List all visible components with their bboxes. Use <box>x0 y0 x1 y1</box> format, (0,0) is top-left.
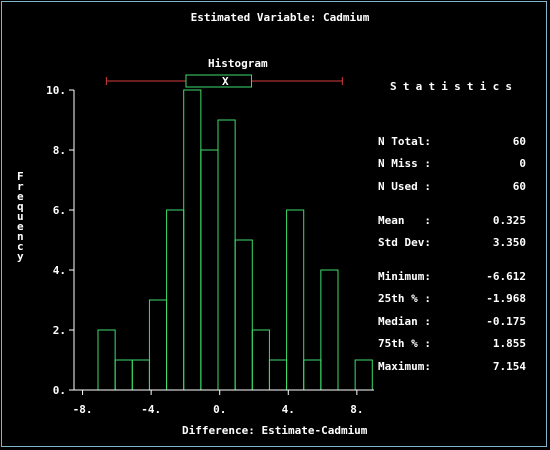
histogram-title: Histogram <box>208 57 268 70</box>
y-axis-label-letter: F <box>17 170 24 183</box>
stat-value: 7.154 <box>492 360 526 373</box>
x-axis-label: Difference: Estimate-Cadmium <box>182 424 368 437</box>
y-axis-label-letter: r <box>17 180 24 193</box>
histogram-bar <box>200 149 219 391</box>
x-tick-label: 4. <box>282 403 295 416</box>
stat-label: N Used : <box>378 180 431 193</box>
stat-label: 25th % : <box>378 292 431 305</box>
histogram-bar <box>320 269 339 391</box>
histogram-bar <box>166 209 185 391</box>
histogram-bar <box>183 89 202 391</box>
y-tick-label: 6. <box>53 204 66 217</box>
statistics-title: Statistics <box>390 80 519 93</box>
histogram-bar <box>303 359 322 391</box>
stat-value: 3.350 <box>492 236 526 249</box>
x-tick-label: -8. <box>73 403 93 416</box>
y-axis-label-letter: e <box>17 190 24 203</box>
stat-label: Std Dev: <box>378 236 431 249</box>
stat-value: -6.612 <box>486 270 526 283</box>
histogram-bar <box>234 239 253 391</box>
stat-label: Mean : <box>378 214 431 227</box>
histogram-bar <box>268 359 288 391</box>
y-tick-label: 0. <box>53 384 66 397</box>
x-tick-label: 0. <box>213 403 226 416</box>
histogram-bar <box>286 209 305 391</box>
y-tick-label: 10. <box>46 84 66 97</box>
stat-value: 0 <box>519 157 526 170</box>
histogram-bar <box>97 329 116 391</box>
y-tick-label: 4. <box>53 264 66 277</box>
boxplot-box <box>185 74 253 88</box>
stat-value: 60 <box>512 135 526 148</box>
histogram-bar <box>251 329 270 391</box>
stat-label: Maximum: <box>378 360 431 373</box>
y-tick-label: 8. <box>53 144 66 157</box>
x-tick-label: -4. <box>141 403 161 416</box>
histogram-bar <box>114 359 133 391</box>
stat-label: Minimum: <box>378 270 431 283</box>
stat-label: Median : <box>378 315 431 328</box>
chart-title: Estimated Variable: Cadmium <box>190 11 370 24</box>
y-axis-label-letter: n <box>17 230 24 243</box>
stat-value: 60 <box>512 180 526 193</box>
histogram-bar <box>354 359 373 391</box>
y-axis-label-letter: y <box>17 250 24 263</box>
y-axis-label-letter: c <box>17 240 24 253</box>
histogram-bar <box>131 359 150 391</box>
stat-value: -0.175 <box>486 315 526 328</box>
y-tick-label: 2. <box>53 324 66 337</box>
histogram-bar <box>148 299 168 391</box>
stat-value: 1.855 <box>492 337 526 350</box>
x-tick-label: 8. <box>350 403 363 416</box>
histogram-bar <box>217 119 236 391</box>
y-axis-label-letter: e <box>17 220 24 233</box>
y-axis-label-letter: u <box>17 210 24 223</box>
boxplot-mean-marker: X <box>222 75 229 88</box>
stat-value: -1.968 <box>486 292 526 305</box>
stat-label: N Total: <box>378 135 431 148</box>
stat-label: N Miss : <box>378 157 431 170</box>
stat-label: 75th % : <box>378 337 431 350</box>
stat-value: 0.325 <box>492 214 526 227</box>
y-axis-label-letter: q <box>17 200 24 213</box>
